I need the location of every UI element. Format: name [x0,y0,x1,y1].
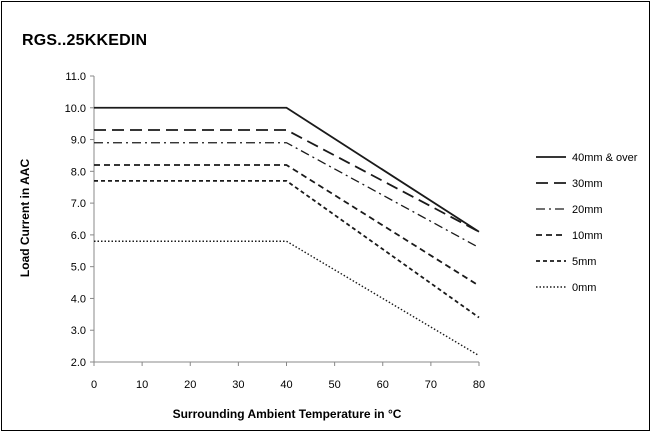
x-tick-label: 70 [425,379,437,391]
y-tick-label: 9.0 [71,135,86,147]
y-tick-label: 4.0 [71,293,86,305]
y-tick-label: 5.0 [71,262,86,274]
x-tick-label: 50 [329,379,341,391]
y-tick-label: 11.0 [65,71,86,83]
y-tick-label: 3.0 [71,325,86,337]
x-tick-label: 80 [473,379,485,391]
series-group [94,108,479,356]
series-line-10mm [94,165,479,286]
legend-label: 5mm [572,256,596,268]
y-tick-label: 8.0 [71,166,86,178]
x-tick-label: 30 [232,379,244,391]
x-tick-label: 60 [377,379,389,391]
series-line-40mm-over [94,108,479,232]
legend-label: 10mm [572,230,603,242]
y-axis-label: Load Current in AAC [18,159,32,278]
x-tick-label: 20 [184,379,196,391]
series-line-0mm [94,241,479,355]
x-axis-label: Surrounding Ambient Temperature in °C [173,407,402,421]
legend-label: 40mm & over [572,152,638,164]
y-tick-label: 2.0 [71,357,86,369]
legend-label: 20mm [572,204,603,216]
y-axis: 2.0 3.0 4.0 5.0 6.0 7.0 8.0 9.0 10.0 11.0 [65,71,94,369]
y-tick-label: 10.0 [65,103,86,115]
x-axis: 0 10 20 30 40 50 60 70 80 [91,362,485,391]
legend-label: 30mm [572,178,603,190]
y-tick-label: 7.0 [71,198,86,210]
x-tick-label: 40 [280,379,292,391]
x-tick-label: 0 [91,379,97,391]
x-tick-label: 10 [136,379,148,391]
plot-area [94,76,479,362]
y-tick-label: 6.0 [71,230,86,242]
legend: 40mm & over 30mm 20mm 10mm 5mm 0mm [536,152,638,294]
legend-label: 0mm [572,282,596,294]
